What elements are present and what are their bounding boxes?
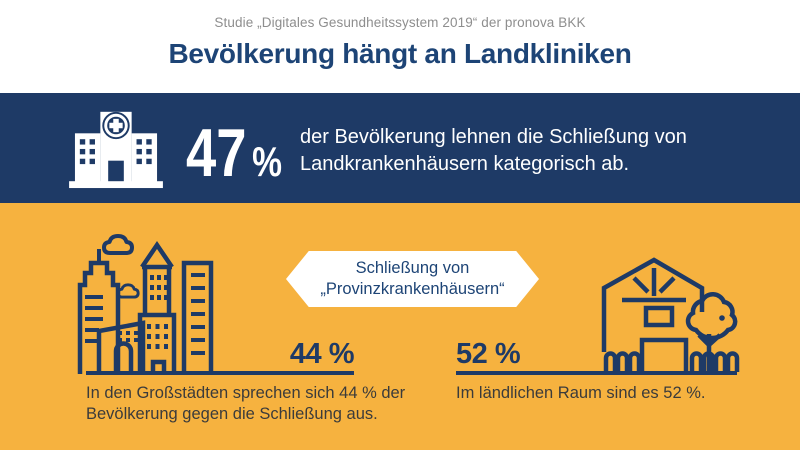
city-buildings-icon [77,234,214,374]
hero-band: 47% der Bevölkerung lehnen die Schließun… [0,93,800,203]
city-stat-value: 44 % [289,338,355,370]
ribbon-banner: Schließung von „Provinzkrankenhäusern“ [286,251,539,307]
fence-icon [603,351,740,372]
tree-icon [685,292,738,372]
study-subtitle: Studie „Digitales Gesundheitssystem 2019… [214,15,586,30]
city-stat-caption: In den Großstädten sprechen sich 44 % de… [86,384,406,423]
hospital-icon [69,111,163,189]
comparison-section: Schließung von „Provinzkrankenhäusern“ [0,203,800,450]
page-title: Bevölkerung hängt an Landkliniken [168,38,632,69]
hero-percentage: 47% [186,117,282,189]
hero-percentage-value: 47 [186,115,247,191]
hero-statement: der Bevölkerung lehnen die Schließung vo… [300,126,687,175]
rural-stat-value: 52 % [456,338,521,370]
hero-percent-sign: % [252,138,282,185]
ribbon-line2: „Provinzkrankenhäusern“ [320,280,505,298]
ribbon-line1: Schließung von [355,259,470,277]
rural-stat-caption: Im ländlichen Raum sind es 52 %. [456,384,706,402]
house-tree-icon [601,257,740,372]
hospital-door [108,160,124,182]
right-baseline [456,371,737,375]
hospital-windows [79,139,152,165]
cloud-icon [102,234,140,299]
left-baseline [86,371,354,375]
